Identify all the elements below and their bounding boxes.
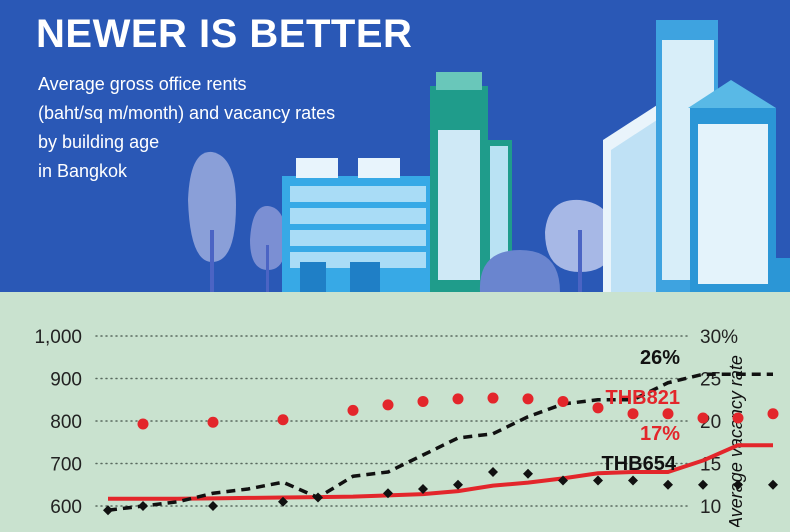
right-tick-label: 30% [700, 327, 738, 348]
vacancy-diamond [768, 479, 778, 490]
vacancy-diamond [138, 501, 148, 511]
rent-line [108, 443, 773, 501]
header-banner: NEWER IS BETTER Average gross office ren… [0, 0, 790, 292]
rent-dot [137, 418, 149, 430]
tree-icon [250, 205, 286, 270]
chart-series [103, 372, 779, 516]
chart-grid [95, 335, 691, 507]
left-tick-label: 1,000 [34, 327, 82, 348]
right-tick-label: 10 [700, 497, 721, 518]
left-tick-label: 600 [50, 497, 82, 518]
vacancy-diamond [558, 475, 568, 486]
chart-panel: 1,000 900 800 700 600 30% 25 20 15 10 Average va… [0, 292, 790, 530]
rent-dot [557, 395, 569, 407]
vacancy-diamond [278, 496, 288, 507]
left-tick-label: 700 [50, 455, 82, 476]
rent-dot [347, 404, 359, 416]
rent-dot [207, 416, 219, 428]
rent-dot [732, 412, 744, 424]
annotation-vac-high: 26% [640, 347, 680, 369]
vacancy-diamond [628, 475, 638, 486]
rent-dot [487, 392, 499, 404]
vacancy-diamond [593, 475, 603, 486]
vacancy-diamond [313, 492, 323, 503]
vacancy-diamond [733, 479, 743, 490]
subtitle-line: (baht/sq m/month) and vacancy rates [38, 103, 336, 123]
right-tick-label: 25 [700, 370, 721, 391]
vacancy-diamond [698, 479, 708, 490]
rent-dot [452, 393, 464, 405]
rent-dot [382, 399, 394, 411]
rent-dot [417, 395, 429, 407]
subtitle: Average gross office rents (baht/sq m/mo… [38, 70, 398, 186]
rent-dot [277, 414, 289, 426]
vacancy-diamond [383, 488, 393, 499]
right-axis-label: Average vacancy rate [726, 355, 746, 527]
rent-dot [522, 393, 534, 405]
tree-icon [188, 151, 236, 262]
vacancy-diamond [208, 501, 218, 511]
vacancy-dashed-line [107, 372, 773, 512]
bush-icon [479, 250, 560, 292]
annotation-rent-line-label: THB654 [602, 453, 677, 475]
left-tick-label: 800 [50, 412, 82, 433]
vacancy-diamond [663, 479, 673, 490]
rent-dot [662, 408, 674, 420]
vacancy-diamond [488, 467, 498, 477]
chart-annotations: 26% THB821 17% THB654 [602, 347, 681, 475]
rent-dot [767, 408, 779, 420]
rent-dot [627, 408, 639, 420]
subtitle-line: Average gross office rents [38, 74, 247, 94]
subtitle-line: by building age [38, 132, 160, 152]
left-tick-label: 900 [50, 370, 82, 391]
annotation-rent-dot-label: THB821 [606, 387, 680, 409]
left-axis: 1,000 900 800 700 600 [34, 327, 82, 518]
annotation-vac-line-label: 17% [640, 423, 680, 445]
rent-dot [697, 412, 709, 424]
vacancy-diamond [418, 484, 428, 494]
vacancy-diamond [103, 505, 113, 516]
vacancy-diamond [523, 468, 533, 479]
city-skyline-illustration [188, 20, 790, 292]
rent-dot [592, 402, 604, 414]
page-title: NEWER IS BETTER [36, 12, 413, 56]
vacancy-diamond [453, 479, 463, 490]
subtitle-line: in Bangkok [38, 161, 128, 181]
